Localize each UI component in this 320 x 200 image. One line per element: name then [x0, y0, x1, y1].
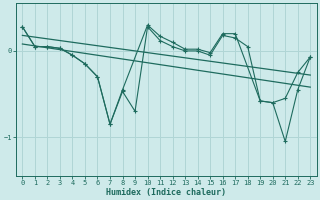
X-axis label: Humidex (Indice chaleur): Humidex (Indice chaleur): [106, 188, 226, 197]
